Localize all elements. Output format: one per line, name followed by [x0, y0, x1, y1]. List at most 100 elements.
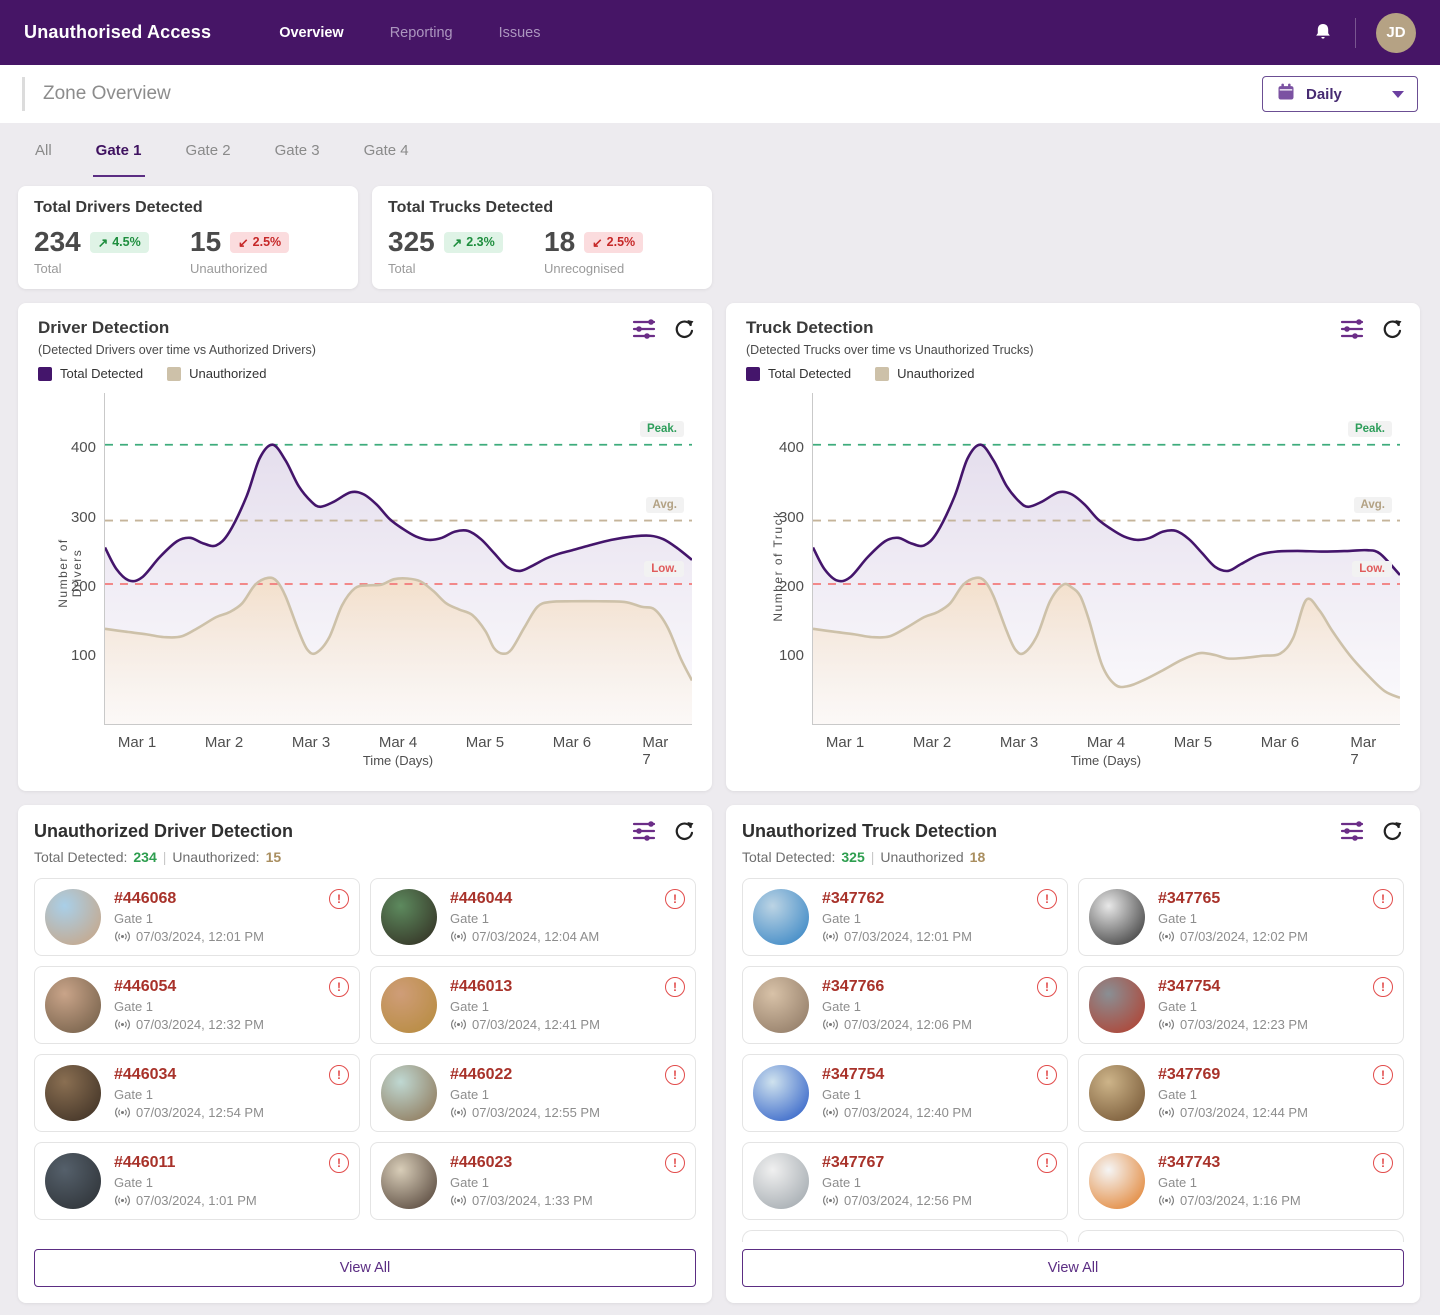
- detection-gate: Gate 1: [450, 911, 490, 926]
- detection-gate: Gate 1: [1158, 1175, 1198, 1190]
- stat-label: Total: [34, 261, 62, 276]
- stat-label: Unauthorized: [190, 261, 268, 276]
- detection-photo: [753, 1065, 809, 1121]
- legend-swatch-unauthorized: [875, 366, 890, 381]
- detection-gate: Gate 1: [114, 1175, 154, 1190]
- detection-card[interactable]: #347766 Gate 1 07/03/2024, 12:06 PM !: [742, 966, 1068, 1044]
- signal-icon: [451, 1019, 466, 1030]
- reference-line-label: Peak.: [1347, 420, 1392, 437]
- detection-card[interactable]: #446034 Gate 1 07/03/2024, 12:54 PM !: [34, 1054, 360, 1132]
- refresh-icon[interactable]: [672, 318, 694, 340]
- detection-photo: [381, 1153, 437, 1209]
- alert-icon: !: [1037, 1153, 1057, 1173]
- detection-card[interactable]: #347754 Gate 1 07/03/2024, 12:23 PM !: [1078, 966, 1404, 1044]
- filter-sliders-icon[interactable]: [1340, 820, 1364, 842]
- detection-card[interactable]: #347769 Gate 1 07/03/2024, 12:44 PM !: [1078, 1054, 1404, 1132]
- alert-icon: !: [1373, 1153, 1393, 1173]
- nav-link-overview[interactable]: Overview: [279, 24, 344, 41]
- detection-time: 07/03/2024, 12:01 PM: [136, 929, 264, 944]
- bell-icon[interactable]: [1311, 21, 1335, 45]
- period-dropdown[interactable]: Daily: [1262, 76, 1418, 112]
- detection-id: #347766: [822, 978, 885, 995]
- detection-gate: Gate 1: [822, 911, 862, 926]
- x-tick: Mar 3: [999, 734, 1039, 751]
- y-tick: 100: [70, 646, 96, 664]
- detection-gate: Gate 1: [822, 999, 862, 1014]
- filter-sliders-icon[interactable]: [632, 318, 656, 340]
- tab-gate-4[interactable]: Gate 4: [363, 141, 409, 159]
- detection-card[interactable]: #347767 Gate 1 07/03/2024, 12:56 PM !: [742, 1142, 1068, 1220]
- detection-photo: [753, 977, 809, 1033]
- view-all-button[interactable]: View All: [742, 1249, 1404, 1287]
- trend-up-icon: ↗: [97, 235, 109, 250]
- chart-legend: Total Detected Unauthorized: [38, 366, 692, 381]
- refresh-icon[interactable]: [672, 820, 694, 842]
- detection-card[interactable]: #347754 Gate 1 07/03/2024, 12:40 PM !: [742, 1054, 1068, 1132]
- trend-down-icon: ↙: [238, 235, 249, 250]
- driver-detection-chart-panel: Driver Detection (Detected Drivers over …: [18, 303, 712, 791]
- nav-link-issues[interactable]: Issues: [498, 24, 541, 41]
- tab-all[interactable]: All: [35, 141, 52, 159]
- detection-photo: [381, 1065, 437, 1121]
- reference-line-label: Avg.: [1353, 496, 1392, 513]
- legend-swatch-total: [746, 366, 760, 381]
- detection-photo: [381, 977, 437, 1033]
- filter-sliders-icon[interactable]: [1340, 318, 1364, 340]
- detection-gate: Gate 1: [1158, 1087, 1198, 1102]
- signal-icon: [1159, 931, 1174, 942]
- chevron-down-icon: [1392, 90, 1404, 98]
- nav-links: Overview Reporting Issues: [279, 25, 540, 41]
- detection-card[interactable]: #446013 Gate 1 07/03/2024, 12:41 PM !: [370, 966, 696, 1044]
- detection-card[interactable]: #446022 Gate 1 07/03/2024, 12:55 PM !: [370, 1054, 696, 1132]
- signal-icon: [115, 931, 130, 942]
- panel-summary: Total Detected: 234 | Unauthorized: 15: [34, 849, 282, 865]
- unauthorized-driver-detection-panel: Unauthorized Driver Detection Total Dete…: [18, 805, 712, 1303]
- detection-time: 07/03/2024, 12:40 PM: [844, 1105, 972, 1120]
- clipped-detection-row: [742, 1230, 1404, 1242]
- detection-id: #446011: [114, 1154, 176, 1171]
- x-tick: Mar 6: [1260, 734, 1300, 751]
- alert-icon: !: [329, 889, 349, 909]
- top-navbar: Unauthorised Access Overview Reporting I…: [0, 0, 1440, 65]
- signal-icon: [451, 1107, 466, 1118]
- detection-card[interactable]: #347762 Gate 1 07/03/2024, 12:01 PM !: [742, 878, 1068, 956]
- refresh-icon[interactable]: [1380, 318, 1402, 340]
- detection-photo: [753, 889, 809, 945]
- gate-tabs: All Gate 1 Gate 2 Gate 3 Gate 4: [0, 123, 1440, 177]
- detection-card[interactable]: #347743 Gate 1 07/03/2024, 1:16 PM !: [1078, 1142, 1404, 1220]
- trend-badge: ↗ 4.5%: [89, 231, 149, 253]
- detection-card[interactable]: #446054 Gate 1 07/03/2024, 12:32 PM !: [34, 966, 360, 1044]
- nav-divider: [1355, 17, 1356, 48]
- detection-gate: Gate 1: [1158, 999, 1198, 1014]
- x-tick: Mar 2: [912, 734, 952, 751]
- tab-gate-3[interactable]: Gate 3: [274, 141, 320, 159]
- detection-id: #347762: [822, 890, 885, 907]
- stat-value-total: 325: [388, 226, 435, 257]
- tab-gate-1[interactable]: Gate 1: [92, 123, 145, 177]
- nav-link-reporting[interactable]: Reporting: [389, 24, 453, 41]
- x-tick: Mar 4: [378, 734, 418, 751]
- detection-gate: Gate 1: [450, 999, 490, 1014]
- detection-card[interactable]: #446011 Gate 1 07/03/2024, 1:01 PM !: [34, 1142, 360, 1220]
- alert-icon: !: [329, 977, 349, 997]
- detection-time: 07/03/2024, 12:54 PM: [136, 1105, 264, 1120]
- user-avatar[interactable]: JD: [1376, 12, 1416, 53]
- detection-card[interactable]: #446023 Gate 1 07/03/2024, 1:33 PM !: [370, 1142, 696, 1220]
- stat-value-total: 234: [34, 226, 81, 257]
- detection-card[interactable]: #446068 Gate 1 07/03/2024, 12:01 PM !: [34, 878, 360, 956]
- tab-gate-2[interactable]: Gate 2: [185, 141, 231, 159]
- view-all-button[interactable]: View All: [34, 1249, 696, 1287]
- x-tick: Mar 7: [642, 734, 669, 768]
- filter-sliders-icon[interactable]: [632, 820, 656, 842]
- detection-card[interactable]: #446044 Gate 1 07/03/2024, 12:04 AM !: [370, 878, 696, 956]
- detection-id: #446013: [450, 978, 513, 995]
- detection-time: 07/03/2024, 12:02 PM: [1180, 929, 1308, 944]
- detection-card[interactable]: #347765 Gate 1 07/03/2024, 12:02 PM !: [1078, 878, 1404, 956]
- x-tick: Mar 5: [465, 734, 505, 751]
- detection-time: 07/03/2024, 1:16 PM: [1180, 1193, 1301, 1208]
- detection-time: 07/03/2024, 12:23 PM: [1180, 1017, 1308, 1032]
- y-tick: 200: [70, 577, 96, 595]
- refresh-icon[interactable]: [1380, 820, 1402, 842]
- page-title: Zone Overview: [43, 83, 171, 104]
- reference-line-label: Low.: [1352, 560, 1392, 577]
